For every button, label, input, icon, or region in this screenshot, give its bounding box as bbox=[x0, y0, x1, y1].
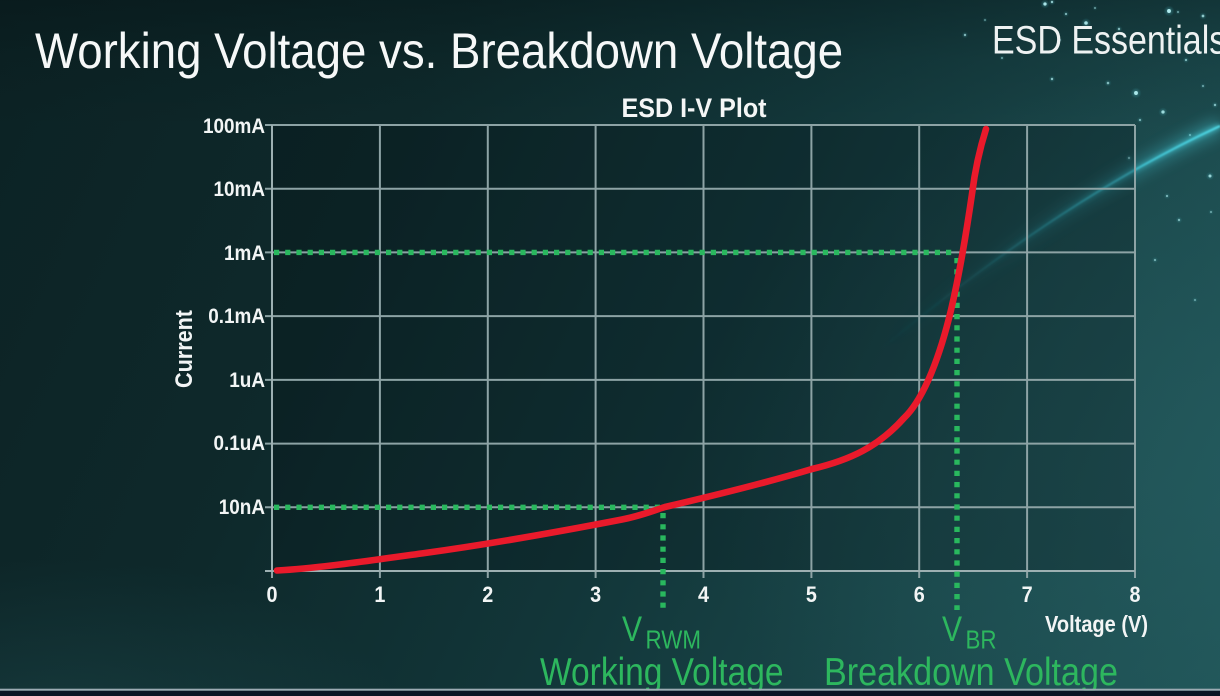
svg-text:Working Voltage vs. Breakdown: Working Voltage vs. Breakdown Voltage bbox=[35, 24, 843, 79]
svg-text:1: 1 bbox=[374, 583, 385, 607]
svg-text:1uA: 1uA bbox=[229, 369, 265, 392]
svg-text:1mA: 1mA bbox=[224, 242, 265, 265]
svg-text:0.1mA: 0.1mA bbox=[208, 305, 265, 328]
svg-text:100mA: 100mA bbox=[203, 115, 265, 138]
svg-text:VBR: V BR bbox=[942, 609, 997, 655]
svg-text:Voltage (V): Voltage (V) bbox=[1045, 611, 1148, 638]
svg-text:0.1uA: 0.1uA bbox=[214, 432, 265, 455]
svg-text:Current: Current bbox=[170, 310, 197, 388]
svg-text:ESD I-V Plot: ESD I-V Plot bbox=[621, 92, 766, 123]
svg-text:5: 5 bbox=[806, 583, 817, 607]
svg-text:6: 6 bbox=[914, 583, 925, 607]
svg-text:0: 0 bbox=[266, 583, 277, 607]
svg-text:Breakdown Voltage: Breakdown Voltage bbox=[824, 650, 1118, 694]
svg-text:3: 3 bbox=[590, 583, 601, 607]
svg-text:Working Voltage: Working Voltage bbox=[540, 650, 784, 694]
svg-text:10mA: 10mA bbox=[214, 178, 265, 201]
svg-text:ESD Essentials: ESD Essentials bbox=[992, 17, 1220, 62]
svg-text:2: 2 bbox=[482, 583, 493, 607]
svg-text:8: 8 bbox=[1129, 583, 1140, 607]
svg-text:10nA: 10nA bbox=[219, 496, 265, 519]
svg-text:4: 4 bbox=[698, 583, 709, 607]
svg-text:7: 7 bbox=[1022, 583, 1033, 607]
